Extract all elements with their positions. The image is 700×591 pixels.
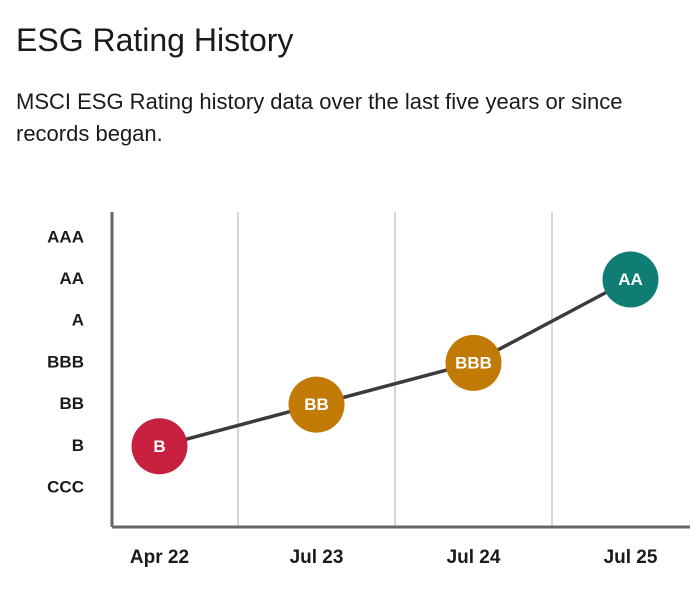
x-tick-label: Jul 24 [447,547,501,568]
rating-point [445,334,502,391]
y-tick-label: BB [59,394,84,413]
y-tick-label: CCC [47,477,84,496]
x-tick-label: Jul 25 [604,547,658,568]
y-tick-label: AA [59,269,84,288]
rating-point [288,376,345,433]
point-label: B [153,437,165,456]
y-tick-label: AAA [47,227,84,246]
point-label: BB [304,395,329,414]
rating-line [159,277,632,448]
x-tick-label: Jul 23 [290,547,344,568]
point-label: BBB [455,353,492,372]
y-tick-label: BBB [47,352,84,371]
rating-point [602,251,659,308]
x-tick-label: Apr 22 [130,547,189,568]
rating-point [131,418,188,475]
chart-subtitle: MSCI ESG Rating history data over the la… [16,89,623,146]
chart-title: ESG Rating History [16,22,294,58]
y-tick-label: A [72,311,84,330]
point-label: AA [618,270,643,289]
y-tick-label: B [72,436,84,455]
